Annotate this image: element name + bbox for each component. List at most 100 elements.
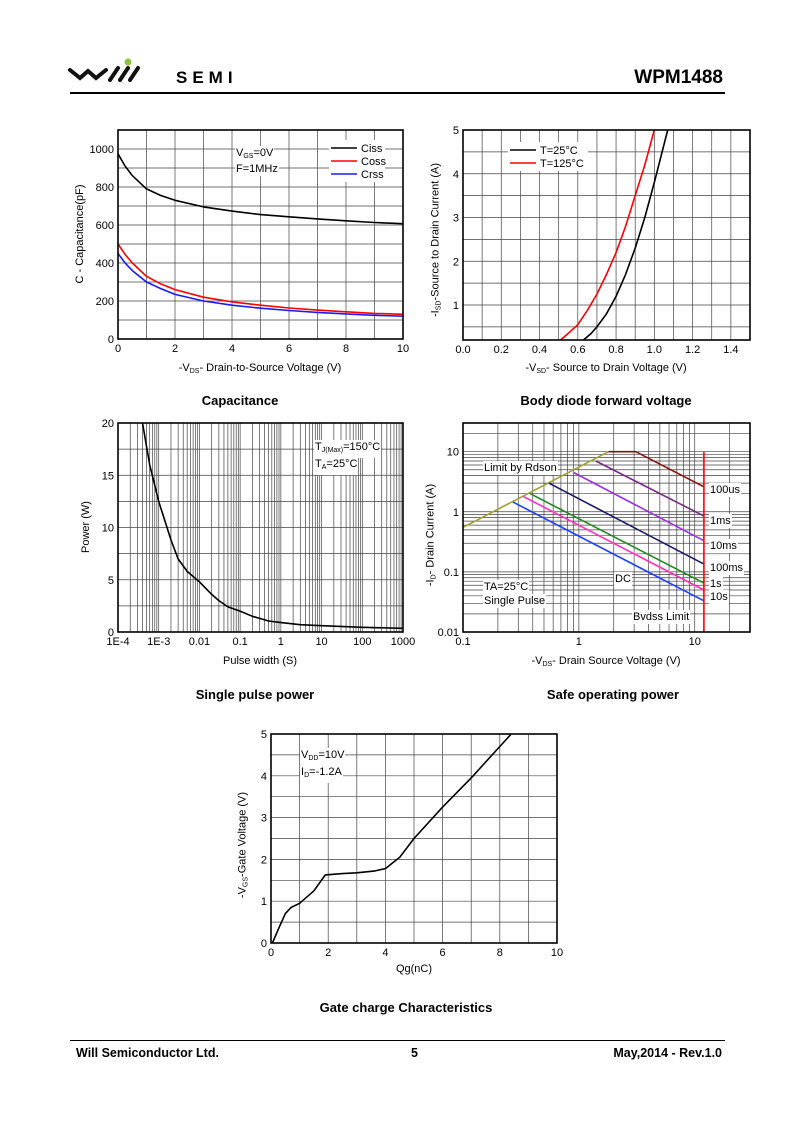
x-tick-label: 1E-4 [106, 636, 129, 648]
label-part: -I [429, 310, 442, 318]
label-part: -Source to Drain Current (A) [429, 162, 442, 301]
ann-sub: A [321, 464, 327, 471]
x-tick-label: 0.1 [232, 636, 247, 648]
ann-part: T [315, 441, 322, 453]
y-tick-label: 5 [108, 575, 114, 587]
label-sub: SD [435, 300, 443, 311]
part-number: WPM1488 [634, 67, 723, 88]
plot-frame [117, 129, 404, 340]
series-line-1ms [595, 460, 705, 517]
x-tick-label: 10 [689, 636, 701, 648]
series-line-ciss [117, 153, 404, 225]
legend-label: Coss [361, 156, 387, 168]
y-tick-label: 20 [102, 418, 114, 430]
ann-part: =-1.2A [309, 766, 342, 778]
label-part: C - Capacitance(pF) [74, 184, 86, 284]
label-part: -Gate Voltage (V) [236, 791, 249, 877]
y-tick-label: 3 [261, 813, 267, 825]
label-part: Qg(nC) [395, 963, 433, 975]
y-tick-label: 800 [96, 182, 114, 194]
ann-part: =150°C [343, 441, 381, 453]
label-part: -I [424, 579, 437, 587]
footer-divider [70, 1040, 725, 1041]
label-sub: GS [242, 876, 250, 888]
plot-frame [462, 422, 751, 633]
series-line-t-125-c [560, 129, 656, 341]
legend: T=25°CT=125°C [508, 142, 588, 171]
ann-part: =0V [253, 147, 274, 159]
ann-sub: DD [308, 755, 319, 762]
y-tick-label: 4 [453, 169, 459, 181]
y-axis-label: -ISD-Source to Drain Current (A) [430, 163, 443, 317]
x-tick-label: 0 [268, 947, 274, 959]
y-tick-label: 1000 [90, 144, 114, 156]
chart-title-soa: Safe operating power [546, 687, 680, 702]
x-tick-label: 100 [353, 636, 371, 648]
y-tick-label: 2 [453, 256, 459, 268]
annotation-bvdss: Bvdss Limit [632, 610, 691, 624]
y-axis-label: -ID- Drain Current (A) [425, 484, 438, 586]
series-line-100us [608, 450, 705, 488]
legend-label: T=25°C [540, 145, 578, 157]
annotation-ta: TA=25°C [314, 457, 359, 475]
soa-label-100ms: 100ms [709, 561, 745, 575]
ann-part: =10V [318, 749, 345, 761]
series-line-100ms [548, 482, 705, 565]
chart-1: 0.0 0.2 0.4 0.6 0.8 1.0 1.2 1.4 1 2 3 4 5 T=25°CT=125… [453, 125, 751, 356]
x-tick-label: 0.8 [608, 344, 623, 356]
legend-label: Ciss [361, 143, 383, 155]
y-tick-label: 10 [447, 447, 459, 459]
x-tick-label: 1E-3 [147, 636, 170, 648]
logo-mark [68, 66, 140, 82]
x-tick-label: 1 [278, 636, 284, 648]
series-line-crss [117, 253, 404, 317]
y-tick-label: 2 [261, 854, 267, 866]
x-tick-label: 4 [229, 343, 235, 355]
y-tick-label: 0 [108, 627, 114, 639]
ann-part: I [301, 766, 305, 778]
x-axis-label: -VDS- Drain-to-Source Voltage (V) [179, 362, 342, 375]
label-part: - Drain Current (A) [424, 483, 437, 575]
label-part: -V [525, 362, 537, 374]
label-sub: SD [536, 368, 547, 375]
will-logo [68, 58, 140, 82]
y-axis-label: -VGS-Gate Voltage (V) [237, 792, 250, 898]
y-tick-label: 0.1 [444, 567, 459, 579]
legend-bg [508, 142, 588, 171]
x-tick-label: 0.4 [532, 344, 547, 356]
chart-title-gate-charge: Gate charge Characteristics [319, 1000, 493, 1015]
y-tick-label: 1 [453, 507, 459, 519]
x-axis-label: Pulse width (S) [223, 655, 297, 667]
chart-title-capacitance: Capacitance [201, 393, 279, 408]
series-line-limit-by-rdson [462, 450, 609, 529]
brand-name: SEMI [176, 68, 238, 87]
ann-sub: GS [243, 153, 254, 160]
x-tick-label: 1.4 [723, 344, 738, 356]
x-tick-label: 8 [343, 343, 349, 355]
x-tick-label: 1000 [391, 636, 415, 648]
ann-sub: D [304, 772, 310, 779]
x-tick-label: 1.2 [685, 344, 700, 356]
soa-label-10ms: 10ms [709, 539, 738, 553]
y-tick-label: 5 [453, 125, 459, 137]
x-tick-label: 0.1 [455, 636, 470, 648]
label-sub: DS [542, 661, 553, 668]
x-tick-label: 1 [576, 636, 582, 648]
y-tick-label: 600 [96, 220, 114, 232]
x-tick-label: 0.0 [455, 344, 470, 356]
chart-title-single-pulse: Single pulse power [195, 687, 315, 702]
label-part: Power (W) [80, 501, 92, 553]
header-divider [70, 92, 725, 94]
legend-label: T=125°C [540, 158, 584, 170]
annotation-tj: TJ(Max)=150°C [314, 440, 382, 458]
ann-part: T [315, 458, 322, 470]
y-tick-label: 3 [453, 213, 459, 225]
ann-sub: J(Max) [321, 447, 344, 454]
x-tick-label: 10 [315, 636, 327, 648]
x-tick-label: 1.0 [647, 344, 662, 356]
y-tick-label: 4 [261, 771, 267, 783]
y-tick-label: 1 [261, 896, 267, 908]
